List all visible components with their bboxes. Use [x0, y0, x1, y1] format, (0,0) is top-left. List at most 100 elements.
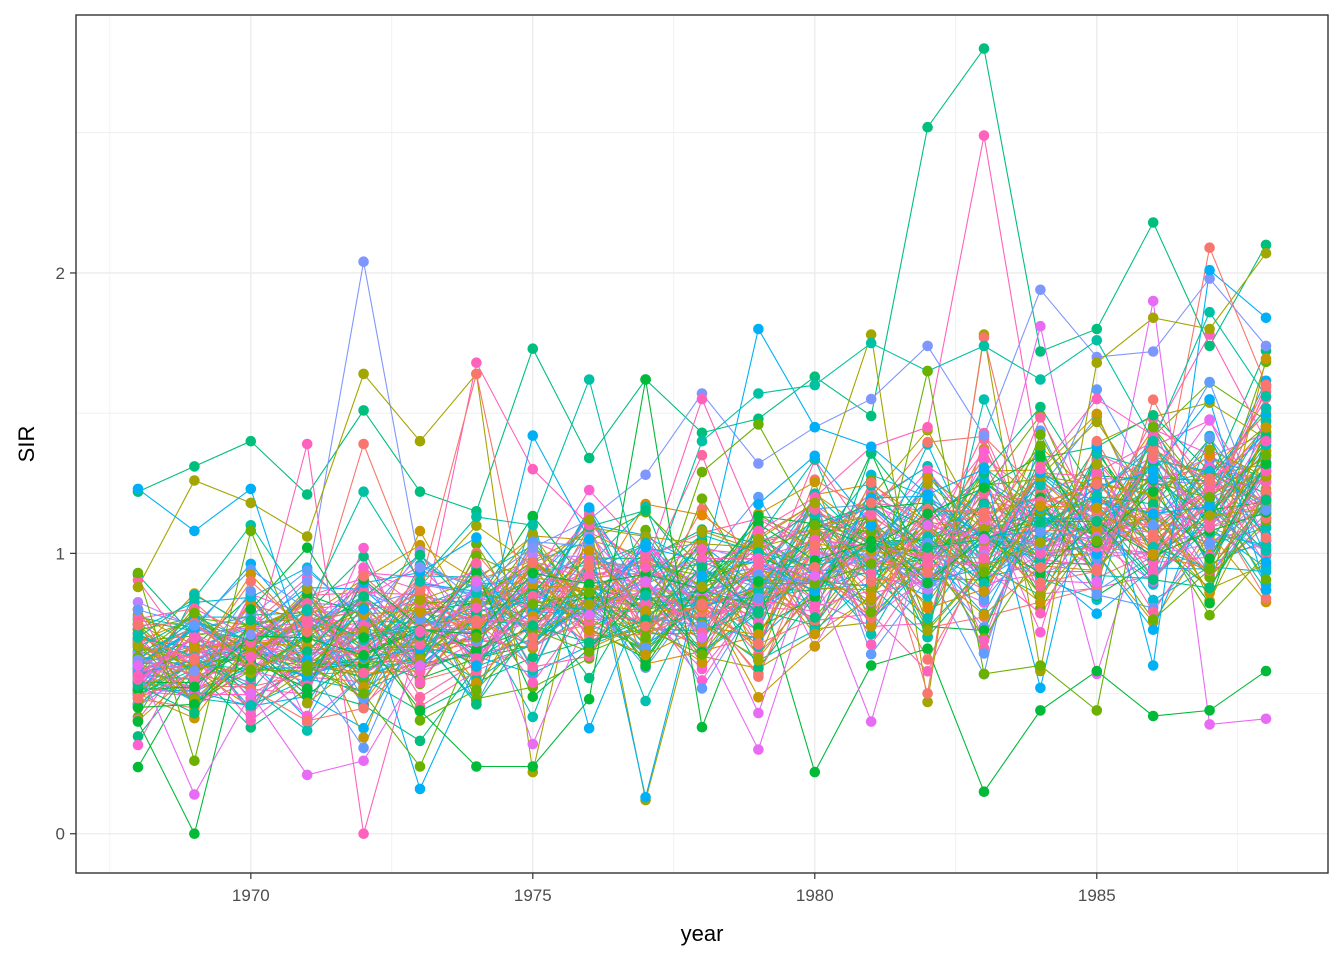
data-point	[696, 526, 708, 538]
data-point	[1260, 422, 1272, 433]
data-point	[1260, 574, 1272, 585]
data-point	[978, 595, 990, 606]
data-point	[527, 510, 539, 522]
data-point	[1204, 501, 1215, 512]
data-point	[132, 597, 144, 608]
data-point	[132, 640, 144, 652]
data-point	[414, 576, 426, 587]
data-point	[1035, 500, 1046, 512]
data-point	[1260, 391, 1272, 402]
data-point	[414, 435, 426, 447]
data-point	[1204, 394, 1215, 405]
data-point	[189, 665, 200, 677]
data-point	[753, 498, 764, 510]
data-point	[245, 664, 257, 675]
data-point	[471, 660, 482, 671]
data-point	[1147, 295, 1159, 307]
data-point	[640, 695, 651, 707]
data-point	[527, 463, 539, 475]
data-point	[922, 542, 933, 553]
data-point	[696, 657, 708, 668]
data-point	[696, 675, 708, 686]
data-point	[358, 828, 369, 839]
data-point	[1204, 432, 1215, 444]
data-point	[865, 520, 877, 532]
data-point	[414, 735, 426, 747]
data-point	[1204, 705, 1215, 716]
data-point	[809, 570, 821, 582]
data-point	[696, 581, 708, 593]
data-point	[1147, 312, 1159, 324]
data-point	[640, 621, 651, 632]
data-point	[865, 606, 877, 618]
data-point	[1035, 320, 1046, 332]
data-point	[809, 612, 821, 623]
data-point	[301, 725, 313, 736]
data-point	[1035, 374, 1046, 385]
data-point	[471, 632, 482, 643]
data-point	[809, 421, 821, 433]
data-point	[583, 609, 595, 621]
data-point	[640, 374, 651, 385]
data-point	[865, 337, 877, 349]
data-point	[922, 340, 933, 352]
data-point	[189, 789, 200, 800]
data-point	[1091, 502, 1103, 514]
data-point	[753, 576, 764, 587]
data-point	[132, 567, 144, 579]
data-point	[132, 483, 144, 495]
data-point	[245, 604, 257, 615]
data-point	[1260, 449, 1272, 461]
data-point	[922, 654, 933, 665]
data-point	[189, 699, 200, 710]
data-point	[583, 502, 595, 513]
data-point	[809, 476, 821, 488]
data-point	[358, 742, 369, 754]
data-point	[978, 786, 990, 797]
data-point	[1035, 597, 1046, 608]
data-point	[696, 427, 708, 439]
data-point	[189, 708, 200, 719]
data-point	[189, 475, 200, 486]
data-point	[696, 393, 708, 405]
data-point	[414, 639, 426, 650]
data-point	[583, 646, 595, 657]
data-point	[189, 525, 200, 537]
data-point	[583, 514, 595, 525]
data-point	[245, 615, 257, 626]
data-point	[132, 716, 144, 727]
data-point	[1035, 346, 1046, 357]
data-point	[1147, 435, 1159, 447]
data-point	[358, 256, 369, 268]
data-point	[809, 520, 821, 531]
data-point	[1260, 435, 1272, 447]
data-point	[1147, 346, 1159, 357]
data-point	[583, 693, 595, 705]
data-point	[1035, 401, 1046, 413]
data-point	[1260, 713, 1272, 725]
data-point	[865, 716, 877, 727]
data-point	[1204, 609, 1215, 621]
data-point	[865, 542, 877, 553]
data-point	[978, 43, 990, 54]
data-point	[583, 562, 595, 573]
data-point	[245, 483, 257, 495]
data-point	[696, 493, 708, 505]
x-axis-title: year	[681, 921, 724, 946]
data-point	[809, 628, 821, 640]
axis-tick-labels: 1970 1975 1980 1985 0 1 2	[56, 264, 1116, 905]
data-point	[865, 410, 877, 422]
data-point	[753, 692, 764, 703]
data-point	[301, 576, 313, 587]
data-point	[1204, 597, 1215, 609]
data-point	[922, 643, 933, 654]
data-point	[527, 557, 539, 568]
data-point	[978, 499, 990, 511]
data-point	[753, 592, 764, 604]
data-point	[1204, 522, 1215, 533]
data-point	[1091, 478, 1103, 490]
data-point	[1147, 498, 1159, 510]
data-point	[753, 638, 764, 649]
series-points	[132, 43, 1272, 839]
